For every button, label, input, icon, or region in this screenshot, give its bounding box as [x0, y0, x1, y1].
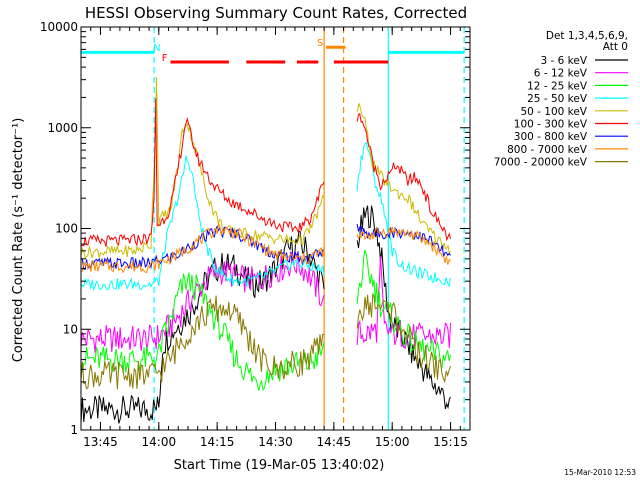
y-tick-label-4: 10000: [40, 20, 78, 34]
series-line-2: [80, 249, 451, 392]
series-line-5: [80, 98, 451, 247]
chart-title: HESSI Observing Summary Count Rates, Cor…: [85, 4, 467, 22]
y-tick-label-1: 10: [63, 322, 78, 336]
axes-layer: 13:45 14:00 14:15 14:30 14:45 15:00 15:15 1 10 10…: [40, 20, 471, 449]
legend-label-4: 50 - 100 keV: [520, 106, 587, 118]
series-line-8: [80, 292, 451, 390]
legend-label-3: 25 - 50 keV: [527, 93, 588, 105]
series-line-7: [80, 221, 451, 274]
y-tick-label-0: 1: [70, 423, 78, 437]
y-axis-label: Corrected Count Rate (s⁻¹ detector⁻¹): [11, 118, 26, 363]
timestamp: 15-Mar-2010 12:53: [564, 468, 636, 477]
legend-label-1: 6 - 12 keV: [534, 68, 588, 80]
flag-label-2: S: [317, 38, 323, 49]
x-tick-label-0: 13:45: [83, 435, 118, 449]
y-tick-label-3: 1000: [47, 121, 78, 135]
legend-label-8: 7000 - 20000 keV: [494, 157, 588, 169]
legend-label-6: 300 - 800 keV: [514, 131, 588, 143]
x-tick-label-3: 14:30: [258, 435, 293, 449]
legend-header-line-2: Att 0: [603, 41, 628, 53]
legend-label-2: 12 - 25 keV: [527, 80, 588, 92]
y-tick-label-2: 100: [55, 222, 78, 236]
x-tick-label-1: 14:00: [142, 435, 177, 449]
legend-label-0: 3 - 6 keV: [540, 55, 587, 67]
x-tick-label-6: 15:15: [433, 435, 468, 449]
legend-header-line-1: Det 1,3,4,5,6,9,: [546, 30, 628, 42]
series-line-1: [80, 251, 451, 353]
x-axis-label: Start Time (19-Mar-05 13:40:02): [174, 458, 385, 473]
x-tick-label-5: 15:00: [375, 435, 410, 449]
x-tick-label-2: 14:15: [200, 435, 235, 449]
x-tick-label-4: 14:45: [317, 435, 352, 449]
flag-label-0: N: [153, 43, 160, 54]
legend-label-7: 800 - 7000 keV: [507, 144, 588, 156]
flag-label-1: F: [162, 53, 168, 64]
plot-data-layer: NF S: [80, 27, 465, 430]
legend-label-5: 100 - 300 keV: [514, 119, 588, 131]
